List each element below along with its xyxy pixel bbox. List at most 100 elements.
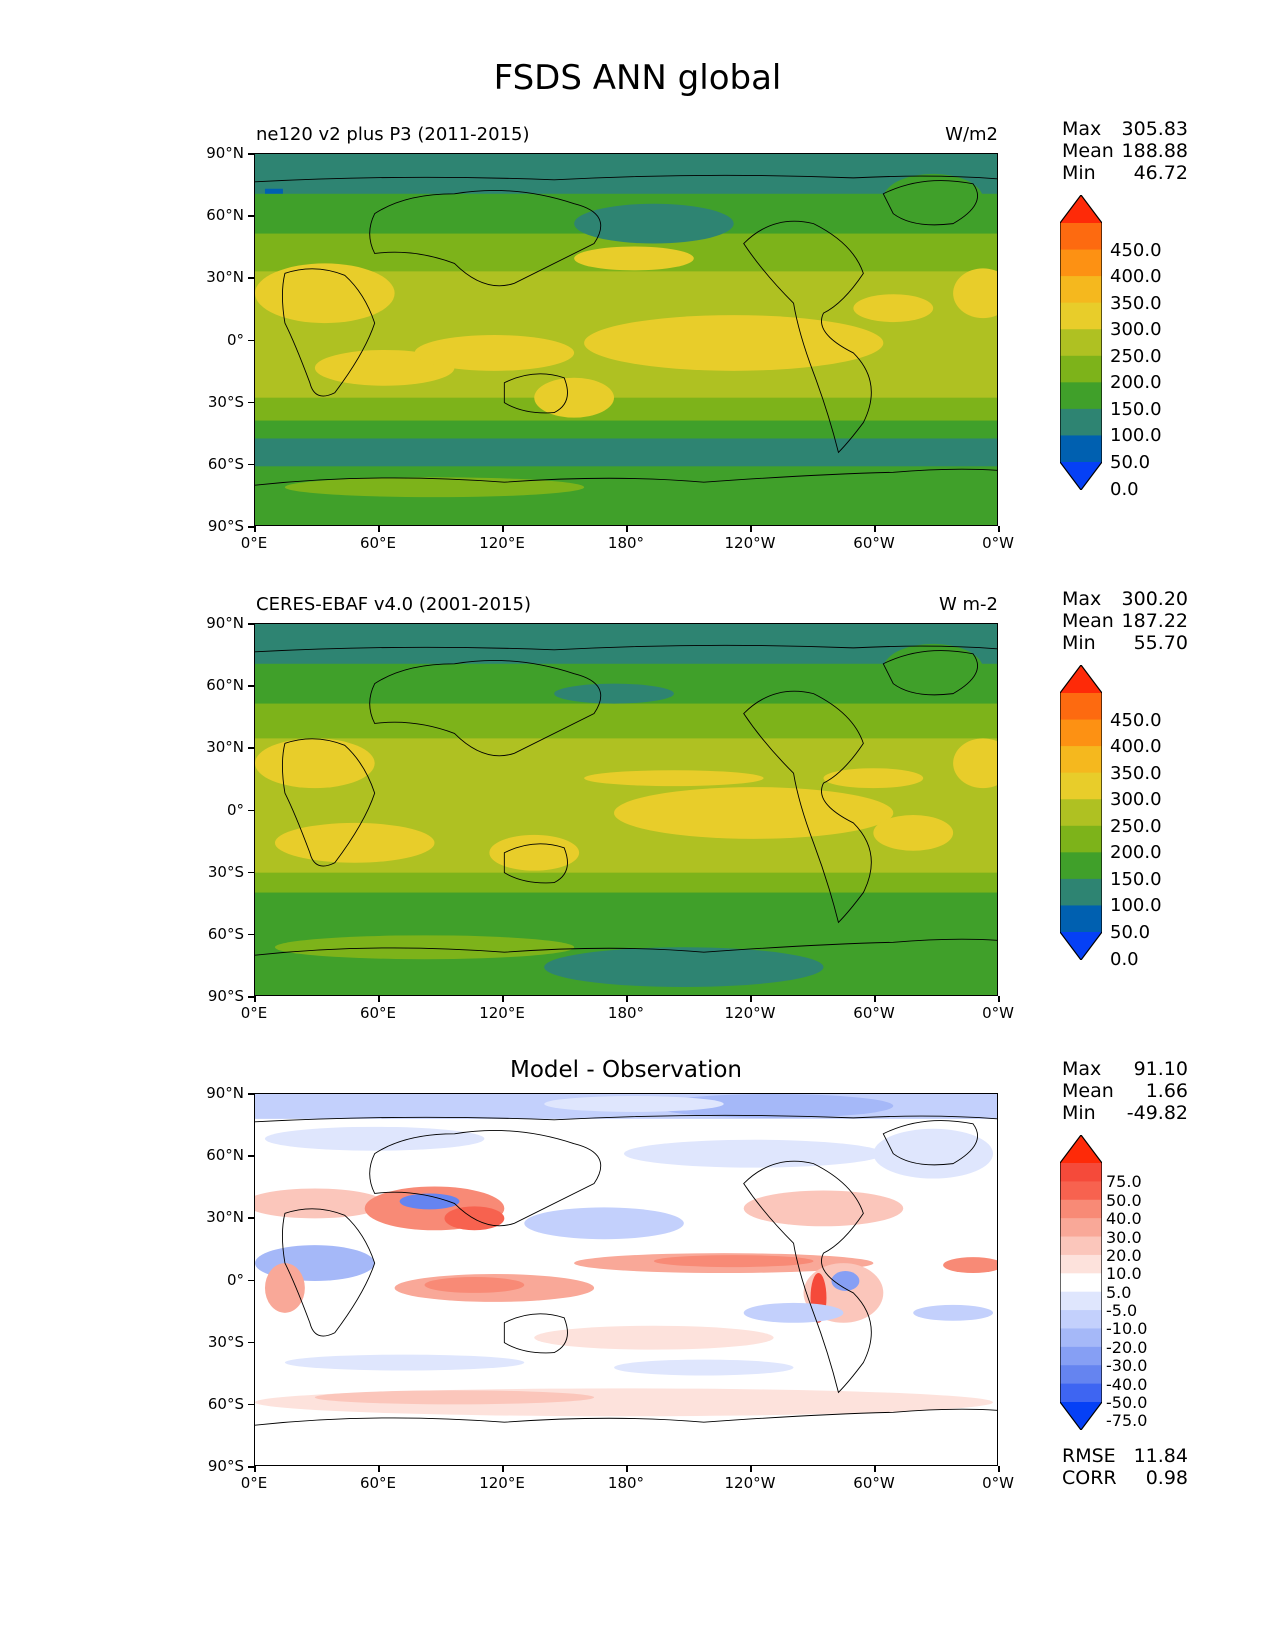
stat-value: 300.20	[1121, 588, 1188, 610]
colorbar-tick-label: 40.0	[1106, 1209, 1142, 1229]
lon-tick	[378, 526, 380, 532]
lat-tick	[248, 153, 254, 155]
colorbar-tick-label: 250.0	[1110, 345, 1162, 367]
lat-tick	[248, 463, 254, 466]
panel2-left-title: CERES-EBAF v4.0 (2001-2015)	[256, 594, 532, 615]
lat-tick-label: 0°	[226, 330, 244, 349]
colorbar	[1060, 1135, 1102, 1430]
panel1-left-title: ne120 v2 plus P3 (2011-2015)	[256, 124, 530, 145]
model-map	[254, 153, 998, 526]
lat-tick-label: 90°N	[206, 144, 244, 162]
lon-tick	[254, 996, 256, 1002]
colorbar-tick-label: 250.0	[1110, 815, 1162, 837]
observation-field	[255, 624, 997, 995]
colorbar-min-extend	[1060, 1402, 1102, 1430]
lat-tick	[248, 526, 254, 528]
colorbar-segment	[1060, 852, 1102, 880]
colorbar-tick-label: -5.0	[1106, 1301, 1138, 1321]
colorbar-max-extend	[1060, 195, 1102, 223]
stat-value: 11.84	[1133, 1445, 1188, 1467]
lon-tick-label: 0°E	[240, 1004, 268, 1022]
colorbar-segment	[1060, 276, 1102, 304]
colorbar-segment	[1060, 1291, 1102, 1311]
colorbar-max-extend	[1060, 665, 1102, 693]
colorbar-segment	[1060, 772, 1102, 800]
stat-value: 46.72	[1133, 162, 1188, 184]
lon-tick	[502, 996, 504, 1002]
stat-row: Min 46.72	[1062, 162, 1188, 184]
lat-tick-label: 30°N	[206, 268, 244, 287]
colorbar-segment	[1060, 1365, 1102, 1385]
lat-tick	[248, 339, 254, 341]
lat-tick-label: 60°S	[207, 454, 244, 473]
lon-tick-label: 180°	[607, 1474, 645, 1492]
colorbar-tick-label: 50.0	[1110, 452, 1151, 473]
stat-row: Min -49.82	[1062, 1102, 1188, 1124]
colorbar-min-extend	[1060, 462, 1102, 490]
lon-tick-label: 60°W	[853, 1474, 895, 1492]
stat-row: CORR 0.98	[1062, 1467, 1188, 1489]
colorbar-segment	[1060, 1163, 1102, 1182]
lat-tick-label: 90°N	[206, 1084, 244, 1102]
stat-row: Mean 187.22	[1062, 610, 1188, 632]
colorbar-tick-label: 400.0	[1110, 736, 1162, 758]
lat-tick-label: 60°N	[206, 206, 244, 225]
colorbar-tick-label: 450.0	[1110, 239, 1162, 261]
lat-tick-label: 90°S	[207, 1457, 244, 1475]
lat-tick-label: 60°S	[207, 1394, 244, 1413]
lon-tick-label: 120°W	[724, 1004, 776, 1022]
stats-block: Max 305.83 Mean 188.88 Min 46.72	[1062, 118, 1188, 184]
lon-tick	[998, 1466, 1000, 1472]
colorbar-graphic	[1060, 1135, 1102, 1430]
difference-map	[254, 1093, 998, 1466]
stat-row: Max 305.83	[1062, 118, 1188, 140]
lat-tick-label: 90°S	[207, 517, 244, 535]
stat-value: -49.82	[1126, 1102, 1188, 1124]
lon-tick-label: 0°W	[982, 1474, 1014, 1492]
colorbar-max-extend	[1060, 1135, 1102, 1163]
stat-row: Mean 188.88	[1062, 140, 1188, 162]
lat-tick	[248, 1155, 254, 1157]
colorbar	[1060, 665, 1102, 960]
colorbar-segment	[1060, 1383, 1102, 1403]
colorbar-segment	[1060, 1218, 1102, 1238]
stat-label: RMSE	[1062, 1445, 1116, 1467]
lon-tick-label: 120°W	[724, 1474, 776, 1492]
lat-tick-label: 90°N	[206, 614, 244, 632]
colorbar-segment	[1060, 1254, 1102, 1274]
colorbar-segment	[1060, 799, 1102, 827]
stat-row: Max 300.20	[1062, 588, 1188, 610]
lon-tick	[750, 996, 752, 1002]
stat-label: Mean	[1062, 610, 1114, 632]
stat-label: Max	[1062, 588, 1102, 610]
colorbar-tick-label: 0.0	[1110, 948, 1139, 970]
colorbar-tick-label: 200.0	[1110, 372, 1162, 394]
lat-tick	[248, 685, 254, 687]
lat-tick	[248, 809, 254, 811]
lon-tick-label: 0°W	[982, 534, 1014, 552]
stat-label: Max	[1062, 118, 1102, 140]
lat-tick	[248, 1403, 254, 1406]
colorbar-tick-label: 0.0	[1110, 478, 1139, 500]
lat-tick	[248, 996, 254, 998]
stat-value: 91.10	[1133, 1058, 1188, 1080]
lat-tick-label: 0°	[226, 1270, 244, 1289]
colorbar-tick-label: 20.0	[1106, 1245, 1142, 1265]
colorbar	[1060, 195, 1102, 490]
colorbar-segment	[1060, 355, 1102, 383]
lon-tick-label: 60°E	[359, 1004, 397, 1022]
colorbar-tick-label: 100.0	[1110, 895, 1162, 917]
stat-label: Mean	[1062, 1080, 1114, 1102]
colorbar-segment	[1060, 435, 1102, 463]
colorbar-segment	[1060, 1310, 1102, 1329]
colorbar-tick-label: 450.0	[1110, 709, 1162, 731]
lon-tick	[502, 526, 504, 532]
lat-tick-label: 60°S	[207, 924, 244, 943]
lat-tick	[248, 1279, 254, 1281]
lat-tick	[248, 1217, 254, 1219]
lon-tick-label: 0°W	[982, 1004, 1014, 1022]
lon-tick	[626, 996, 628, 1002]
difference-field	[255, 1094, 997, 1465]
colorbar-segment	[1060, 825, 1102, 853]
lon-tick	[378, 996, 380, 1002]
